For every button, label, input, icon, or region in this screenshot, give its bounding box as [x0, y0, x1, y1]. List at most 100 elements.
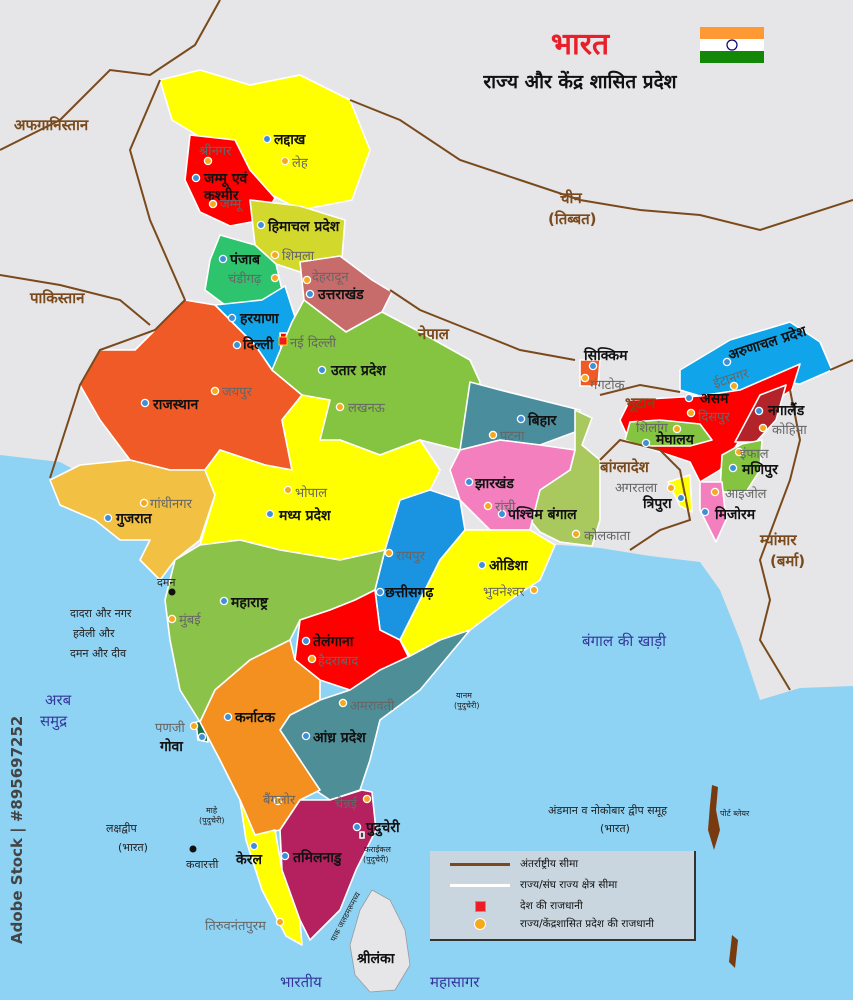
state-label: आंध्र प्रदेश — [313, 729, 366, 746]
national-capital-icon — [278, 336, 288, 346]
country-label: म्यांमार — [759, 531, 797, 549]
state-marker-icon — [301, 636, 311, 646]
state-label: सिक्किम — [583, 347, 628, 364]
ut-label: पोर्ट ब्लेयर — [720, 808, 750, 818]
capital-label: जम्मू — [220, 197, 243, 212]
capital-marker-icon — [335, 402, 345, 412]
capital-label: पटना — [500, 429, 525, 444]
capital-label: गांधीनगर — [150, 496, 193, 512]
capital-marker-icon — [580, 373, 590, 383]
capital-label: भुवनेश्वर — [483, 584, 525, 600]
state-label: तमिलनाडु — [292, 849, 342, 867]
capital-marker-icon — [280, 156, 290, 166]
legend-item-state-border: राज्य/संघ राज्य क्षेत्र सीमा — [430, 876, 694, 896]
ut-label: (भारत) — [600, 822, 630, 835]
capital-label: पणजी — [155, 720, 185, 736]
state-marker-icon — [305, 289, 315, 299]
capital-label: जयपुर — [222, 385, 253, 400]
capital-label: मुंबई — [179, 612, 202, 628]
capital-label: आइजोल — [725, 486, 767, 502]
capital-marker-icon — [307, 654, 317, 664]
state-marker-icon — [197, 732, 207, 742]
state-region[interactable] — [699, 481, 727, 543]
capital-marker-icon — [139, 498, 149, 508]
capital-label: बैंगलोर — [263, 792, 296, 808]
watermark: Adobe Stock | #895697252 — [8, 715, 26, 944]
capital-marker-icon — [529, 585, 539, 595]
state-marker-icon — [684, 393, 694, 403]
capital-marker-icon — [672, 424, 682, 434]
capital-label: चंडीगढ़ — [228, 271, 262, 287]
capital-marker-icon — [362, 794, 372, 804]
state-label: मणिपुर — [741, 461, 779, 479]
state-label: राजस्थान — [152, 397, 199, 413]
state-label: नगालैंड — [767, 402, 805, 419]
capital-label: गंगटोक — [590, 377, 626, 393]
capital-marker-icon — [210, 386, 220, 396]
capital-label: हैदराबाद — [318, 653, 359, 669]
capital-label: अगरतला — [615, 481, 658, 496]
state-marker-icon — [103, 513, 113, 523]
state-marker-icon — [218, 254, 228, 264]
state-marker-icon — [227, 313, 237, 323]
capital-label: चेन्नई — [335, 796, 358, 812]
capital-label: भोपाल — [295, 485, 327, 501]
capital-marker-icon — [758, 423, 768, 433]
capital-label: तिरुवनंतपुरम — [205, 918, 266, 934]
capital-label: शिमला — [282, 248, 315, 264]
state-label: केरल — [235, 851, 262, 868]
state-marker-icon — [754, 406, 764, 416]
state-label: पंजाब — [229, 252, 261, 268]
state-label: छत्तीसगढ़ — [384, 584, 434, 601]
capital-marker-icon — [189, 721, 199, 731]
state-marker-icon — [140, 398, 150, 408]
state-label: मेघालय — [655, 431, 695, 448]
country-label: पाकिस्तान — [29, 289, 85, 307]
andaman-islands — [708, 785, 738, 968]
capital-marker-icon — [734, 447, 744, 457]
brown-line-icon — [450, 863, 510, 866]
state-label: पुदुचेरी — [365, 819, 401, 837]
state-marker-icon — [352, 822, 362, 832]
water-label: अरब — [45, 691, 72, 709]
capital-marker-icon — [483, 501, 493, 511]
capital-label: इंफाल — [740, 447, 769, 462]
state-label: लद्दाख — [273, 132, 306, 148]
capital-marker-icon — [275, 917, 285, 927]
state-region[interactable] — [279, 789, 377, 941]
orange-dot-icon — [474, 918, 486, 930]
state-marker-icon — [256, 220, 266, 230]
ashoka-chakra-icon — [726, 39, 738, 51]
state-marker-icon — [676, 493, 686, 503]
state-marker-icon — [262, 134, 272, 144]
legend-item-state-capital: राज्य/केंद्रशासित प्रदेश की राजधानी — [430, 915, 694, 935]
state-marker-icon — [265, 509, 275, 519]
state-marker-icon — [464, 477, 474, 487]
state-marker-icon — [317, 365, 327, 375]
state-region[interactable] — [359, 831, 365, 839]
capital-label: रायपुर — [396, 549, 426, 564]
ut-label: दादरा और नगर — [70, 607, 132, 620]
capital-marker-icon — [283, 485, 293, 495]
state-marker-icon — [219, 596, 229, 606]
water-label: बंगाल की खाड़ी — [582, 632, 667, 650]
state-region[interactable] — [449, 439, 576, 531]
capital-marker-icon — [729, 381, 739, 391]
state-label: गोवा — [159, 738, 184, 755]
capital-label: रांची — [495, 499, 516, 515]
state-region[interactable] — [239, 799, 303, 946]
capital-marker-icon — [338, 698, 348, 708]
state-marker-icon — [728, 463, 738, 473]
state-label: बिहार — [527, 412, 558, 429]
state-marker-icon — [516, 414, 526, 424]
ut-label: दमन — [157, 576, 176, 589]
capital-marker-icon — [167, 614, 177, 624]
ut-label: दमन और दीव — [70, 647, 127, 660]
state-region[interactable] — [279, 629, 471, 801]
white-line-icon — [450, 884, 510, 887]
country-label: (तिब्बत) — [548, 210, 597, 228]
legend-label: राज्य/संघ राज्य क्षेत्र सीमा — [520, 879, 618, 891]
capital-marker-icon — [270, 273, 280, 283]
